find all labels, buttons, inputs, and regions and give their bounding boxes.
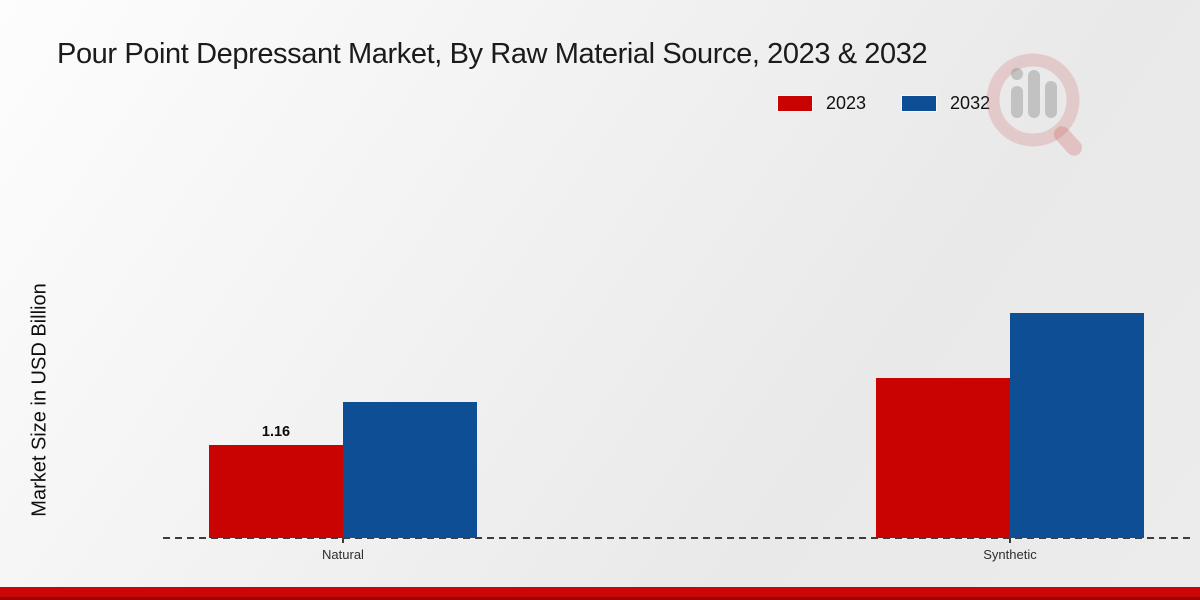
- bar-synthetic-2023: [876, 378, 1010, 538]
- legend-label-2023: 2023: [826, 93, 867, 113]
- legend-swatch-2032-icon: [902, 96, 937, 111]
- legend: 2023 2032: [778, 93, 990, 114]
- bar-value-label-natural-2023: 1.16: [261, 424, 291, 440]
- footer-accent-bar: [0, 587, 1200, 600]
- x-axis-tick-synthetic: [1009, 538, 1011, 543]
- chart-title: Pour Point Depressant Market, By Raw Mat…: [57, 38, 928, 70]
- bar-synthetic-2032: [1010, 313, 1144, 538]
- legend-item-2032: 2032: [902, 93, 990, 114]
- category-label-synthetic: Synthetic: [983, 547, 1037, 562]
- legend-swatch-2023-icon: [778, 96, 812, 111]
- bar-natural-2023: [209, 445, 343, 538]
- category-label-natural: Natural: [322, 547, 364, 562]
- x-axis-tick-natural: [342, 538, 344, 543]
- legend-label-2032: 2032: [950, 93, 991, 113]
- x-axis-baseline: [163, 537, 1193, 539]
- legend-item-2023: 2023: [778, 93, 866, 114]
- bar-natural-2032: [343, 402, 477, 538]
